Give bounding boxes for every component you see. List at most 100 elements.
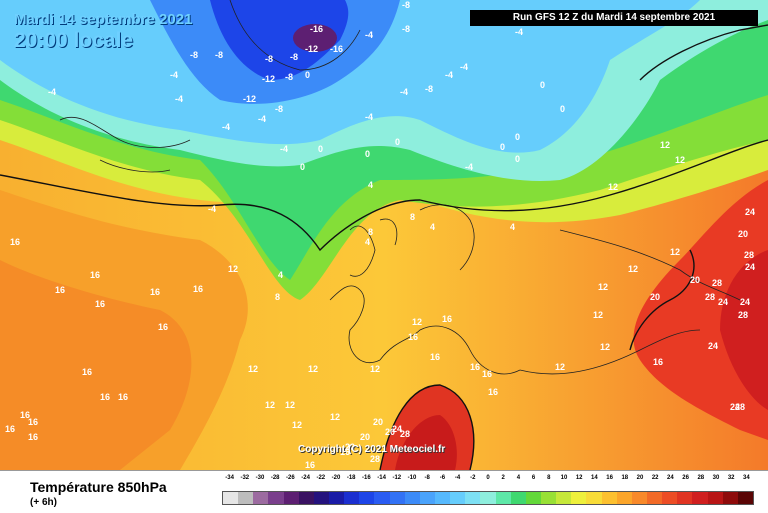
map-label: -4 xyxy=(175,94,183,104)
map-label: -8 xyxy=(402,0,410,10)
scale-swatch xyxy=(298,492,314,504)
scale-tick-label: -8 xyxy=(424,475,430,481)
map-label: 12 xyxy=(600,342,610,352)
scale-tick-label: -2 xyxy=(470,475,476,481)
deepblue-minus12-zone xyxy=(210,0,349,80)
map-label: 28 xyxy=(744,250,754,260)
map-label: 8 xyxy=(410,212,415,222)
model-run-info: Run GFS 12 Z du Mardi 14 septembre 2021 xyxy=(470,10,758,26)
map-label: -8 xyxy=(265,54,273,64)
scale-tick-label: 2 xyxy=(501,475,505,481)
scale-tick-label: -32 xyxy=(240,475,250,481)
map-label: 4 xyxy=(365,237,370,247)
scale-tick-label: 10 xyxy=(560,475,568,481)
map-label: 16 xyxy=(10,237,20,247)
scale-tick-label: 6 xyxy=(531,475,536,481)
map-label: 12 xyxy=(608,182,618,192)
map-label: 20 xyxy=(738,229,748,239)
map-label: 12 xyxy=(248,364,258,374)
scale-swatch xyxy=(525,492,541,504)
map-label: 24 xyxy=(740,297,750,307)
scale-swatch xyxy=(646,492,663,504)
map-label: 0 xyxy=(365,149,370,159)
map-label: 16 xyxy=(5,424,15,434)
scale-tick-label: 12 xyxy=(575,475,583,481)
map-label: 16 xyxy=(470,362,480,372)
map-label: -8 xyxy=(190,50,198,60)
map-label: 16 xyxy=(408,332,418,342)
map-label: 16 xyxy=(20,410,30,420)
scale-swatch xyxy=(404,492,420,504)
forecast-date: Mardi 14 septembre 2021 xyxy=(14,11,193,28)
scale-swatch xyxy=(253,492,269,504)
scale-swatch xyxy=(328,492,345,504)
map-label: 12 xyxy=(593,310,603,320)
map-label: 16 xyxy=(305,460,315,470)
scale-tick-label: -30 xyxy=(255,475,265,481)
map-label: 20 xyxy=(373,417,383,427)
map-label: 4 xyxy=(430,222,435,232)
scale-swatch xyxy=(465,492,481,504)
map-label: 16 xyxy=(653,357,663,367)
map-label: 16 xyxy=(100,392,110,402)
map-label: 24 xyxy=(708,341,718,351)
map-label: 16 xyxy=(158,322,168,332)
map-label: 0 xyxy=(500,142,505,152)
scale-swatch xyxy=(480,492,496,504)
scale-tick-label: 34 xyxy=(743,475,750,481)
map-label: 28 xyxy=(738,310,748,320)
scale-swatch xyxy=(662,492,678,504)
map-label: 8 xyxy=(275,292,280,302)
scale-tick-label: -16 xyxy=(362,475,371,481)
scale-swatch xyxy=(359,492,375,504)
scale-tick-label: 32 xyxy=(727,475,735,481)
map-label: 4 xyxy=(368,180,373,190)
scale-swatch xyxy=(223,492,239,504)
scale-tick-label: 22 xyxy=(651,475,659,481)
map-label: 16 xyxy=(55,285,65,295)
scale-swatch xyxy=(707,492,723,504)
coldcore-minus16-zone xyxy=(293,24,337,52)
scale-tick-label: -12 xyxy=(392,475,402,481)
map-label: 28 xyxy=(735,402,745,412)
scale-tick-label: -6 xyxy=(439,475,446,481)
map-label: 16 xyxy=(150,287,160,297)
map-label: -4 xyxy=(280,144,288,154)
map-label: 0 xyxy=(540,80,545,90)
map-label: 16 xyxy=(442,314,452,324)
map-label: -16 xyxy=(310,24,323,34)
scale-swatch xyxy=(283,492,299,504)
map-label: 12 xyxy=(555,362,565,372)
scale-tick-label: 18 xyxy=(621,475,629,481)
map-label: 12 xyxy=(412,317,422,327)
map-label: 16 xyxy=(95,299,105,309)
scale-swatch xyxy=(737,492,753,504)
map-label: 0 xyxy=(560,104,565,114)
map-label: 16 xyxy=(430,352,440,362)
map-label: 16 xyxy=(28,432,38,442)
scale-swatch xyxy=(510,492,526,504)
scale-tick-label: -10 xyxy=(407,475,417,481)
scale-tick-label: 0 xyxy=(486,475,490,481)
map-label: 12 xyxy=(308,364,318,374)
scale-swatch xyxy=(389,492,405,504)
scale-tick-label: 26 xyxy=(682,475,689,481)
map-label: 0 xyxy=(300,162,305,172)
scale-tick-label: -34 xyxy=(225,475,234,481)
map-label: 28 xyxy=(370,454,380,464)
coastlines xyxy=(59,0,741,375)
scale-tick-label: 8 xyxy=(547,475,551,481)
atlantic-16-zone xyxy=(0,260,192,470)
color-scale-swatches xyxy=(222,491,754,505)
scale-swatch xyxy=(631,492,647,504)
map-label: 12 xyxy=(370,364,380,374)
scale-swatch xyxy=(495,492,511,504)
map-label: 12 xyxy=(670,247,680,257)
scale-swatch xyxy=(540,492,557,504)
map-label: -4 xyxy=(460,62,468,72)
scale-tick-label: 24 xyxy=(667,475,674,481)
map-label: 0 xyxy=(395,137,400,147)
map-label: 12 xyxy=(292,420,302,430)
scale-swatch xyxy=(450,492,466,504)
